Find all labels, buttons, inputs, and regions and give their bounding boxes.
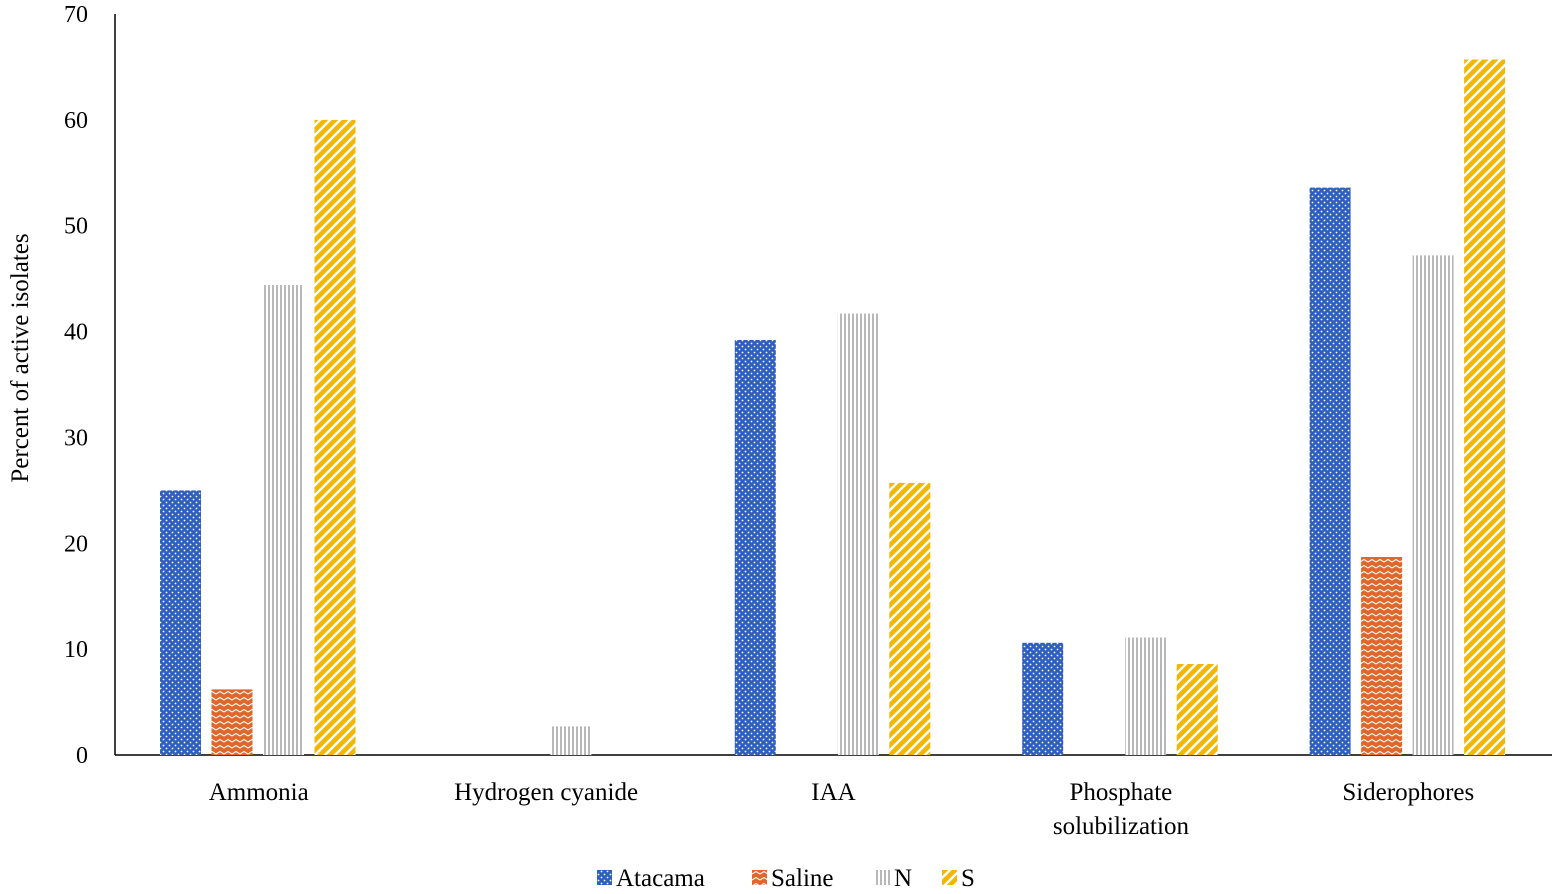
y-tick-label: 70 (64, 2, 88, 28)
category-label: Hydrogen cyanide (454, 779, 638, 806)
bar-saline-0 (211, 689, 253, 755)
y-tick-label: 50 (64, 214, 88, 240)
bar-s-3 (1176, 664, 1218, 755)
legend-label-n: N (894, 865, 912, 892)
bars (160, 59, 1506, 756)
bar-n-2 (837, 313, 879, 755)
y-axis-title: Percent of active isolates (7, 233, 34, 482)
y-tick-label: 20 (64, 531, 88, 557)
y-tick-label: 10 (64, 637, 88, 663)
y-tick-label: 0 (76, 743, 88, 769)
bar-n-1 (550, 726, 592, 755)
y-tick-label: 30 (64, 425, 88, 451)
legend-swatch-saline (752, 870, 767, 885)
category-label: Phosphate (1070, 779, 1173, 806)
bar-s-4 (1464, 59, 1506, 755)
bar-atacama-4 (1309, 187, 1351, 756)
category-label: Ammonia (209, 779, 309, 806)
category-label: solubilization (1053, 813, 1190, 840)
bar-atacama-2 (734, 340, 776, 755)
category-labels: Ammonia Hydrogen cyanide IAA Phosphate solub… (209, 779, 1475, 840)
bar-atacama-3 (1022, 642, 1064, 755)
bar-n-0 (263, 285, 304, 755)
y-tick-label: 40 (64, 320, 88, 346)
category-label: IAA (811, 779, 855, 806)
bar-n-4 (1412, 255, 1454, 755)
bar-n-3 (1125, 637, 1167, 755)
legend-label-atacama: Atacama (616, 865, 705, 892)
legend-swatch-n (875, 870, 890, 885)
legend-swatch-s (942, 870, 957, 885)
bar-saline-4 (1361, 557, 1403, 755)
bar-s-0 (314, 119, 356, 755)
legend: Atacama Saline N S (597, 865, 975, 892)
legend-label-saline: Saline (771, 865, 834, 892)
y-tick-label: 60 (64, 108, 88, 134)
y-tick-labels: 0 10 20 30 40 50 60 70 (64, 2, 88, 769)
bar-atacama-0 (160, 490, 201, 755)
legend-swatch-atacama (597, 870, 612, 885)
category-label: Siderophores (1342, 779, 1474, 806)
bar-s-2 (889, 482, 931, 755)
legend-label-s: S (961, 865, 975, 892)
